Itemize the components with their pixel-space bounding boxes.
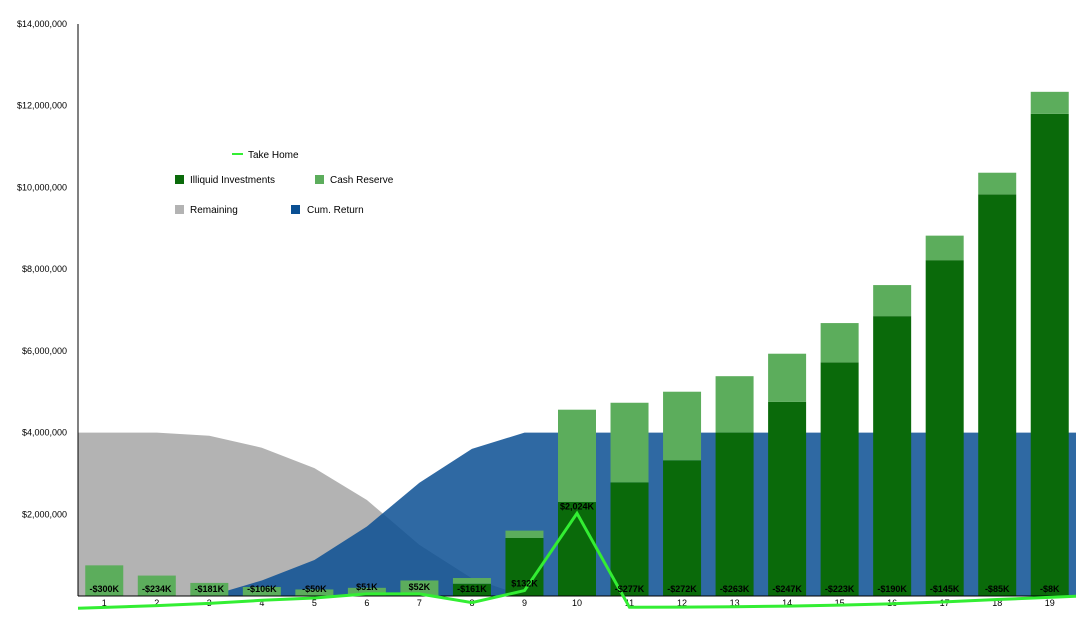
illiquid-bar [768, 401, 807, 596]
illiquid-bar [505, 537, 544, 596]
illiquid-bar [610, 482, 649, 596]
cash-reserve-bar [85, 565, 124, 596]
y-tick-label: $4,000,000 [22, 428, 67, 438]
take-home-data-label: -$50K [302, 584, 327, 594]
take-home-data-label: -$190K [877, 584, 907, 594]
take-home-data-label: -$234K [142, 584, 172, 594]
cash-reserve-bar [978, 172, 1017, 195]
take-home-data-label: -$145K [930, 584, 960, 594]
legend-cum-return-swatch [291, 205, 300, 214]
legend-cash-swatch [315, 175, 324, 184]
take-home-data-label: -$181K [195, 584, 225, 594]
cash-reserve-bar [610, 402, 649, 483]
y-tick-label: $8,000,000 [22, 264, 67, 274]
x-tick-label: 4 [259, 598, 264, 608]
y-tick-label: $10,000,000 [17, 182, 67, 192]
y-tick-label: $14,000,000 [17, 19, 67, 29]
cash-reserve-bar [242, 587, 281, 596]
legend-take-home-label: Take Home [248, 150, 299, 161]
x-tick-label: 19 [1045, 598, 1055, 608]
take-home-data-label: $52K [409, 582, 431, 592]
take-home-data-label: -$263K [720, 584, 750, 594]
illiquid-bar [452, 583, 491, 596]
take-home-line [77, 510, 1077, 610]
legend-illiquid-swatch [175, 175, 184, 184]
cash-reserve-bar [768, 353, 807, 402]
cash-reserve-bar [190, 582, 229, 596]
cash-reserve-bar [137, 575, 176, 596]
x-tick-label: 18 [992, 598, 1002, 608]
illiquid-bar [663, 460, 702, 596]
take-home-data-label: -$8K [1040, 584, 1060, 594]
y-tick-label: $2,000,000 [22, 509, 67, 519]
x-tick-label: 11 [625, 598, 634, 608]
x-tick-label: 9 [522, 598, 527, 608]
cash-reserve-bar [558, 409, 596, 503]
x-tick-label: 5 [312, 598, 317, 608]
illiquid-bar [1030, 113, 1069, 596]
take-home-data-label: -$277K [615, 584, 645, 594]
illiquid-bar [873, 316, 912, 596]
take-home-data-label: $51K [356, 582, 378, 592]
cash-reserve-bar [347, 587, 386, 596]
illiquid-bar [558, 502, 596, 596]
x-tick-label: 7 [417, 598, 422, 608]
bar-layer [85, 91, 1069, 597]
x-tick-label: 13 [730, 598, 740, 608]
take-home-data-label: -$161K [457, 584, 487, 594]
take-home-data-label: -$247K [772, 584, 802, 594]
y-tick-label: $6,000,000 [22, 346, 67, 356]
cash-reserve-bar [663, 391, 702, 461]
legend-cum-return-label: Cum. Return [307, 205, 364, 216]
cash-reserve-bar [1030, 91, 1069, 114]
x-tick-label: 12 [677, 598, 687, 608]
illiquid-bar [820, 362, 859, 596]
remaining-area [78, 432, 1050, 596]
take-home-data-label: -$106K [247, 584, 277, 594]
x-tick-label: 1 [102, 598, 107, 608]
take-home-data-label: -$300K [89, 584, 119, 594]
x-tick-label: 15 [835, 598, 845, 608]
x-tick-label: 2 [154, 598, 159, 608]
illiquid-bar [925, 260, 964, 596]
take-home-data-label: -$223K [825, 584, 855, 594]
illiquid-bar [715, 432, 754, 596]
cash-reserve-bar [873, 285, 912, 317]
cash-reserve-bar [925, 235, 964, 261]
cash-reserve-bar [400, 580, 439, 596]
cash-reserve-bar [505, 530, 544, 538]
illiquid-bar [978, 194, 1017, 597]
x-tick-label: 10 [572, 598, 582, 608]
cash-reserve-bar [452, 578, 491, 584]
x-tick-label: 6 [364, 598, 369, 608]
legend-remaining-label: Remaining [190, 205, 238, 216]
take-home-data-label: $132K [511, 579, 538, 589]
line-layer: -$300K -$234K -$181K -$106K -$50K $51K $52K -$1… [77, 501, 1077, 610]
legend-cash-label: Cash Reserve [330, 175, 394, 186]
legend-illiquid-label: Illiquid Investments [190, 175, 275, 186]
x-tick-label: 14 [782, 598, 792, 608]
y-tick-label: $12,000,000 [17, 101, 67, 111]
cash-reserve-bar [295, 589, 334, 596]
cash-reserve-bar [820, 323, 859, 363]
legend: Take Home Illiquid Investments Cash Rese… [175, 150, 394, 216]
legend-remaining-swatch [175, 205, 184, 214]
cash-reserve-bar [715, 376, 754, 433]
take-home-data-label: -$85K [985, 584, 1010, 594]
take-home-data-label: $2,024K [560, 501, 595, 511]
take-home-data-label: -$272K [667, 584, 697, 594]
